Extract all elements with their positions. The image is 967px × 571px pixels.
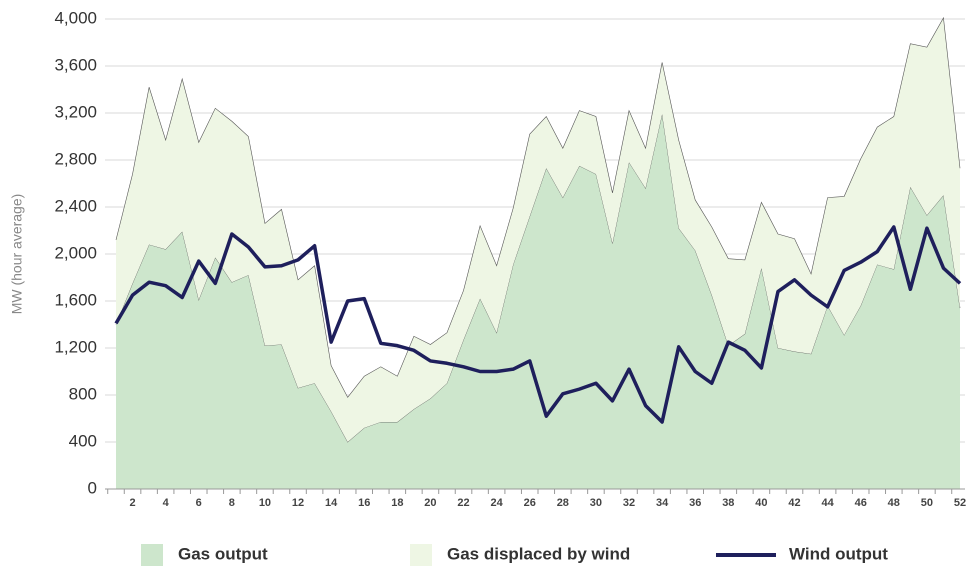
y-tick-label: 0	[88, 478, 97, 497]
legend-swatch	[410, 544, 432, 566]
area	[116, 114, 960, 490]
x-tick-label: 34	[656, 497, 669, 509]
x-tick-label: 22	[457, 497, 469, 509]
legend-label: Gas output	[178, 544, 268, 563]
x-tick-label: 48	[888, 497, 900, 509]
y-tick-label: 4,000	[54, 8, 97, 27]
legend-swatch	[141, 544, 163, 566]
x-tick-label: 16	[358, 497, 370, 509]
x-tick-label: 28	[557, 497, 569, 509]
line	[114, 225, 962, 424]
x-tick-label: 26	[524, 497, 536, 509]
area	[116, 17, 960, 442]
y-tick-label: 2,800	[54, 149, 97, 168]
x-tick-label: 50	[921, 497, 933, 509]
area-outline	[115, 16, 961, 398]
y-tick-label: 2,000	[54, 243, 97, 262]
x-tick-label: 18	[391, 497, 403, 509]
x-tick-label: 14	[325, 497, 338, 509]
y-tick-label: 3,600	[54, 55, 97, 74]
x-tick-label: 40	[755, 497, 767, 509]
x-tick-label: 10	[259, 497, 271, 509]
x-tick-label: 2	[129, 497, 135, 509]
x-tick-label: 12	[292, 497, 304, 509]
y-tick-label: 1,200	[54, 337, 97, 356]
y-tick-label: 400	[69, 431, 97, 450]
y-axis-label: MW (hour average)	[9, 194, 25, 315]
y-tick-label: 1,600	[54, 290, 97, 309]
x-tick-label: 30	[590, 497, 602, 509]
x-tick-label: 8	[229, 497, 235, 509]
y-tick-label: 2,400	[54, 196, 97, 215]
x-tick-label: 44	[821, 497, 834, 509]
x-tick-label: 42	[788, 497, 800, 509]
x-tick-label: 4	[163, 497, 170, 509]
y-tick-label: 800	[69, 384, 97, 403]
x-tick-label: 38	[722, 497, 734, 509]
y-tick-label: 3,200	[54, 102, 97, 121]
legend-label: Gas displaced by wind	[447, 544, 630, 563]
x-tick-label: 52	[954, 497, 966, 509]
x-tick-label: 32	[623, 497, 635, 509]
x-tick-label: 36	[689, 497, 701, 509]
legend-label: Wind output	[789, 544, 888, 563]
x-tick-label: 6	[196, 497, 202, 509]
x-tick-label: 46	[855, 497, 867, 509]
x-tick-label: 24	[491, 497, 504, 509]
x-tick-label: 20	[424, 497, 436, 509]
